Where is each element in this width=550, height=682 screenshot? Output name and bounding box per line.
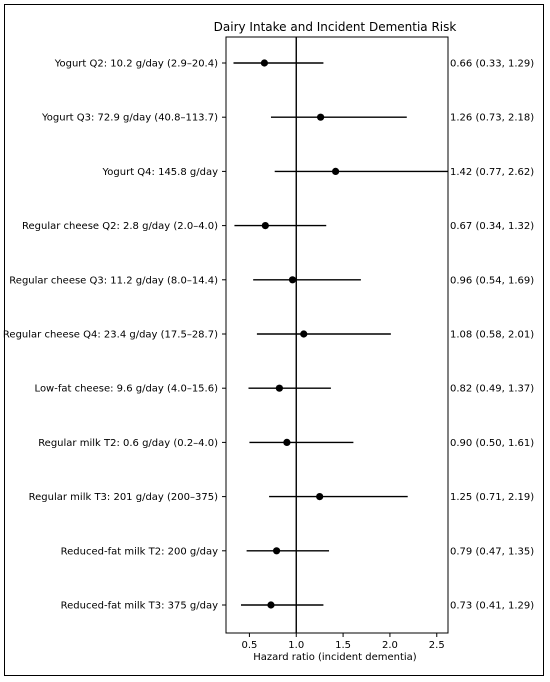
row-label: Low-fat cheese: 9.6 g/day (4.0–15.6): [35, 384, 219, 395]
ci-text: 0.67 (0.34, 1.32): [450, 221, 534, 232]
forest-row: Regular cheese Q4: 23.4 g/day (17.5–28.7…: [3, 330, 534, 341]
hr-point: [331, 167, 340, 175]
hr-point: [316, 493, 324, 501]
forest-row: Regular milk T3: 201 g/day (200–375) 1.25…: [29, 492, 535, 503]
ci-text: 1.08 (0.58, 2.01): [450, 330, 534, 341]
forest-row: Regular cheese Q3: 11.2 g/day (8.0–14.4)…: [9, 275, 534, 286]
forest-row: Regular milk T2: 0.6 g/day (0.2–4.0) 0.90…: [38, 438, 534, 449]
ci-text: 1.42 (0.77, 2.62): [450, 167, 534, 178]
row-label: Regular cheese Q2: 2.8 g/day (2.0–4.0): [22, 221, 218, 232]
ci-text: 0.82 (0.49, 1.37): [450, 384, 534, 395]
row-label: Regular milk T2: 0.6 g/day (0.2–4.0): [38, 438, 218, 449]
hr-point: [317, 113, 325, 121]
ci-text: 0.90 (0.50, 1.61): [450, 438, 534, 449]
row-label: Regular cheese Q4: 23.4 g/day (17.5–28.7…: [3, 330, 218, 341]
ci-text: 0.66 (0.33, 1.29): [450, 59, 534, 70]
hr-point: [272, 547, 281, 555]
ci-text: 1.25 (0.71, 2.19): [450, 492, 534, 503]
ci-text: 1.26 (0.73, 2.18): [450, 113, 534, 124]
chart-title: Dairy Intake and Incident Dementia Risk: [214, 20, 457, 34]
forest-row: Low-fat cheese: 9.6 g/day (4.0–15.6) 0.82…: [35, 384, 535, 395]
hr-point: [283, 438, 291, 446]
hr-point: [300, 330, 308, 338]
forest-row: Reduced-fat milk T2: 200 g/day 0.79 (0.47…: [61, 546, 535, 557]
row-label: Yogurt Q2: 10.2 g/day (2.9–20.4): [54, 59, 218, 70]
row-label: Reduced-fat milk T2: 200 g/day: [61, 546, 218, 557]
ci-text: 0.73 (0.41, 1.29): [450, 601, 534, 612]
hr-point: [288, 276, 297, 284]
forest-row: Yogurt Q4: 145.8 g/day 1.42 (0.77, 2.62): [102, 167, 535, 178]
x-tick-label: 1.0: [288, 640, 304, 651]
x-tick-label: 0.5: [241, 640, 257, 651]
row-label: Regular cheese Q3: 11.2 g/day (8.0–14.4): [9, 275, 218, 286]
row-label: Yogurt Q4: 145.8 g/day: [102, 167, 219, 178]
forest-row: Reduced-fat milk T3: 375 g/day 0.73 (0.41…: [61, 601, 535, 612]
row-label: Regular milk T3: 201 g/day (200–375): [29, 492, 218, 503]
hr-point: [275, 384, 283, 392]
forest-row: Regular cheese Q2: 2.8 g/day (2.0–4.0) 0.…: [22, 221, 534, 232]
x-tick-label: 2.0: [382, 640, 398, 651]
ci-text: 0.79 (0.47, 1.35): [450, 546, 534, 557]
x-tick-label: 1.5: [335, 640, 351, 651]
row-label: Reduced-fat milk T3: 375 g/day: [61, 601, 218, 612]
x-axis-label: Hazard ratio (incident dementia): [253, 652, 417, 663]
hr-point: [260, 59, 269, 67]
forest-row: Yogurt Q3: 72.9 g/day (40.8–113.7) 1.26 (…: [41, 113, 534, 124]
figure-frame: [4, 4, 544, 676]
hr-point: [261, 222, 269, 230]
plot-area: [225, 36, 449, 634]
hr-point: [267, 601, 275, 609]
ci-text: 0.96 (0.54, 1.69): [450, 275, 534, 286]
row-label: Yogurt Q3: 72.9 g/day (40.8–113.7): [41, 113, 218, 124]
x-tick-label: 2.5: [429, 640, 445, 651]
forest-row: Yogurt Q2: 10.2 g/day (2.9–20.4) 0.66 (0.…: [54, 59, 535, 70]
